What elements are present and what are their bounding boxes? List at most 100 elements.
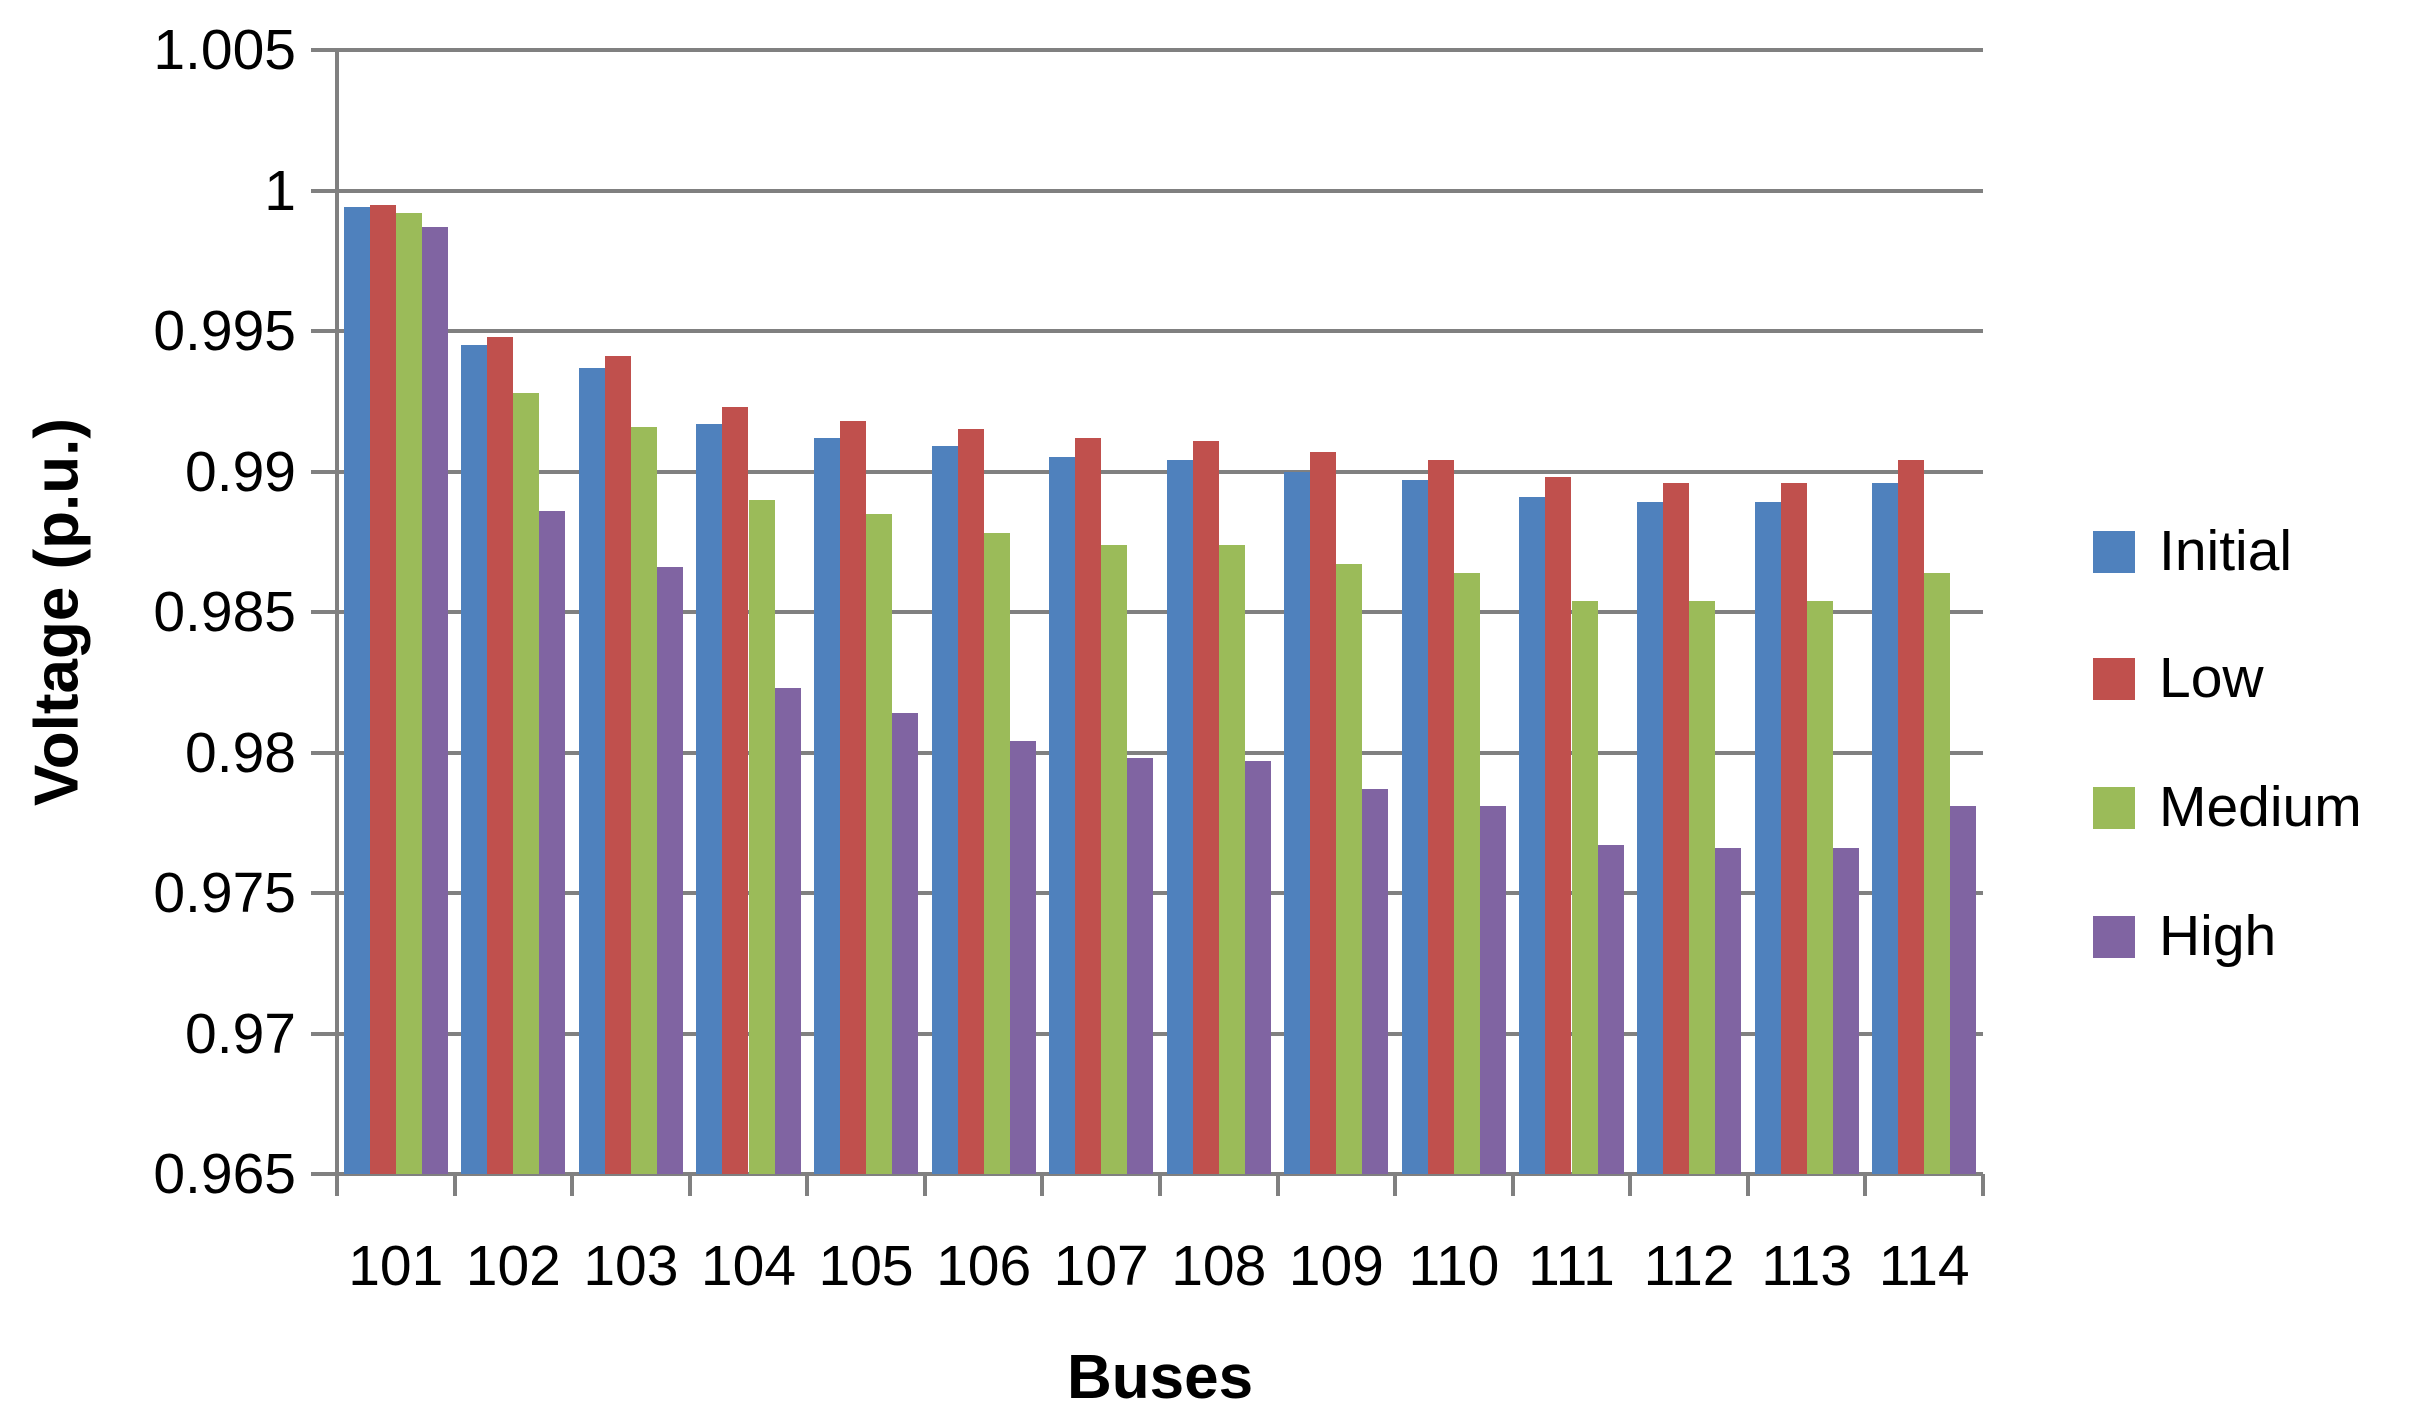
y-tick [311, 48, 337, 52]
y-axis-line [335, 50, 339, 1196]
y-tick-label: 0.99 [185, 439, 296, 504]
bar-medium-101 [395, 212, 422, 1174]
bar-medium-114 [1924, 572, 1951, 1174]
bar-high-104 [774, 687, 801, 1174]
bar-initial-102 [461, 345, 488, 1174]
bar-high-114 [1950, 805, 1977, 1174]
bar-high-102 [539, 510, 566, 1174]
bar-medium-111 [1571, 600, 1598, 1174]
x-tick [452, 1174, 457, 1196]
y-tick [311, 188, 337, 193]
legend-label: High [2159, 904, 2277, 968]
bar-high-111 [1597, 845, 1624, 1174]
x-category-label: 108 [1171, 1234, 1267, 1298]
gridline [337, 750, 1983, 755]
bar-initial-103 [578, 367, 605, 1174]
y-tick-label: 1.005 [153, 18, 296, 82]
gridline [337, 48, 1983, 52]
bar-low-105 [840, 420, 867, 1174]
gridline [337, 610, 1983, 614]
bar-high-103 [656, 567, 683, 1174]
bar-high-108 [1244, 760, 1271, 1174]
bar-high-101 [421, 227, 448, 1174]
y-tick [311, 469, 337, 474]
bar-medium-107 [1101, 544, 1128, 1174]
x-tick [1275, 1174, 1280, 1196]
legend-label: Initial [2159, 519, 2293, 583]
bar-low-103 [604, 356, 631, 1174]
legend-swatch-icon [2093, 915, 2135, 958]
bar-initial-112 [1637, 502, 1664, 1174]
bar-medium-110 [1453, 572, 1480, 1174]
x-tick [1981, 1174, 1985, 1196]
bar-high-110 [1479, 805, 1506, 1174]
bar-initial-101 [343, 207, 370, 1174]
y-tick [311, 1031, 337, 1036]
bar-high-109 [1362, 789, 1389, 1174]
bar-initial-114 [1872, 482, 1899, 1174]
x-category-label: 109 [1288, 1234, 1384, 1298]
bar-medium-113 [1806, 600, 1833, 1174]
bar-low-109 [1310, 451, 1337, 1174]
bar-medium-103 [630, 426, 657, 1174]
bar-initial-113 [1754, 502, 1781, 1174]
x-axis-title: Buses [1066, 1343, 1254, 1412]
x-category-label: 113 [1761, 1234, 1853, 1298]
bar-low-106 [957, 429, 984, 1174]
bar-medium-104 [748, 499, 775, 1174]
x-tick [1745, 1174, 1750, 1196]
bar-initial-105 [814, 437, 841, 1174]
x-tick [570, 1174, 575, 1196]
y-tick [311, 750, 337, 755]
x-category-label: 112 [1643, 1234, 1735, 1298]
y-tick-label: 0.975 [153, 861, 296, 925]
legend-label: Medium [2159, 775, 2362, 839]
bar-high-112 [1715, 848, 1742, 1174]
legend-item-low: Low [2093, 650, 2264, 707]
legend-label: Low [2159, 646, 2264, 710]
bar-initial-108 [1166, 460, 1193, 1174]
x-tick [687, 1174, 692, 1196]
x-category-label: 103 [583, 1234, 679, 1298]
bar-medium-108 [1218, 544, 1245, 1174]
bar-low-113 [1780, 482, 1807, 1174]
bar-low-114 [1898, 460, 1925, 1174]
bar-low-107 [1075, 437, 1102, 1174]
legend-item-medium: Medium [2093, 779, 2362, 836]
bar-initial-111 [1519, 496, 1546, 1174]
bar-high-113 [1832, 848, 1859, 1174]
x-tick [1863, 1174, 1868, 1196]
y-tick-label: 0.98 [185, 720, 296, 785]
y-tick-label: 0.995 [153, 299, 296, 363]
bar-low-104 [722, 406, 749, 1174]
bar-medium-105 [866, 513, 893, 1174]
y-tick-label: 0.965 [153, 1142, 296, 1206]
y-tick [311, 329, 337, 333]
y-tick-label: 1 [264, 158, 296, 223]
y-tick [311, 610, 337, 614]
bar-high-105 [892, 713, 919, 1174]
y-tick-label: 0.985 [153, 580, 296, 644]
bar-initial-107 [1049, 457, 1076, 1174]
legend-swatch-icon [2093, 530, 2135, 573]
plot-area [337, 48, 1983, 1176]
x-category-label: 114 [1878, 1234, 1970, 1298]
gridline [337, 329, 1983, 333]
gridline [337, 188, 1983, 193]
gridline [337, 469, 1983, 474]
bar-high-107 [1127, 758, 1154, 1174]
bar-low-111 [1545, 477, 1572, 1174]
legend-swatch-icon [2093, 786, 2135, 829]
bar-medium-102 [513, 392, 540, 1174]
x-category-label: 107 [1053, 1234, 1149, 1298]
x-tick [922, 1174, 927, 1196]
bar-medium-109 [1336, 564, 1363, 1174]
bar-high-106 [1009, 741, 1036, 1174]
gridline [337, 891, 1983, 895]
x-category-label: 111 [1528, 1234, 1615, 1298]
bar-low-110 [1427, 460, 1454, 1174]
y-tick [311, 1172, 337, 1176]
x-category-label: 105 [818, 1234, 914, 1298]
y-tick [311, 891, 337, 895]
